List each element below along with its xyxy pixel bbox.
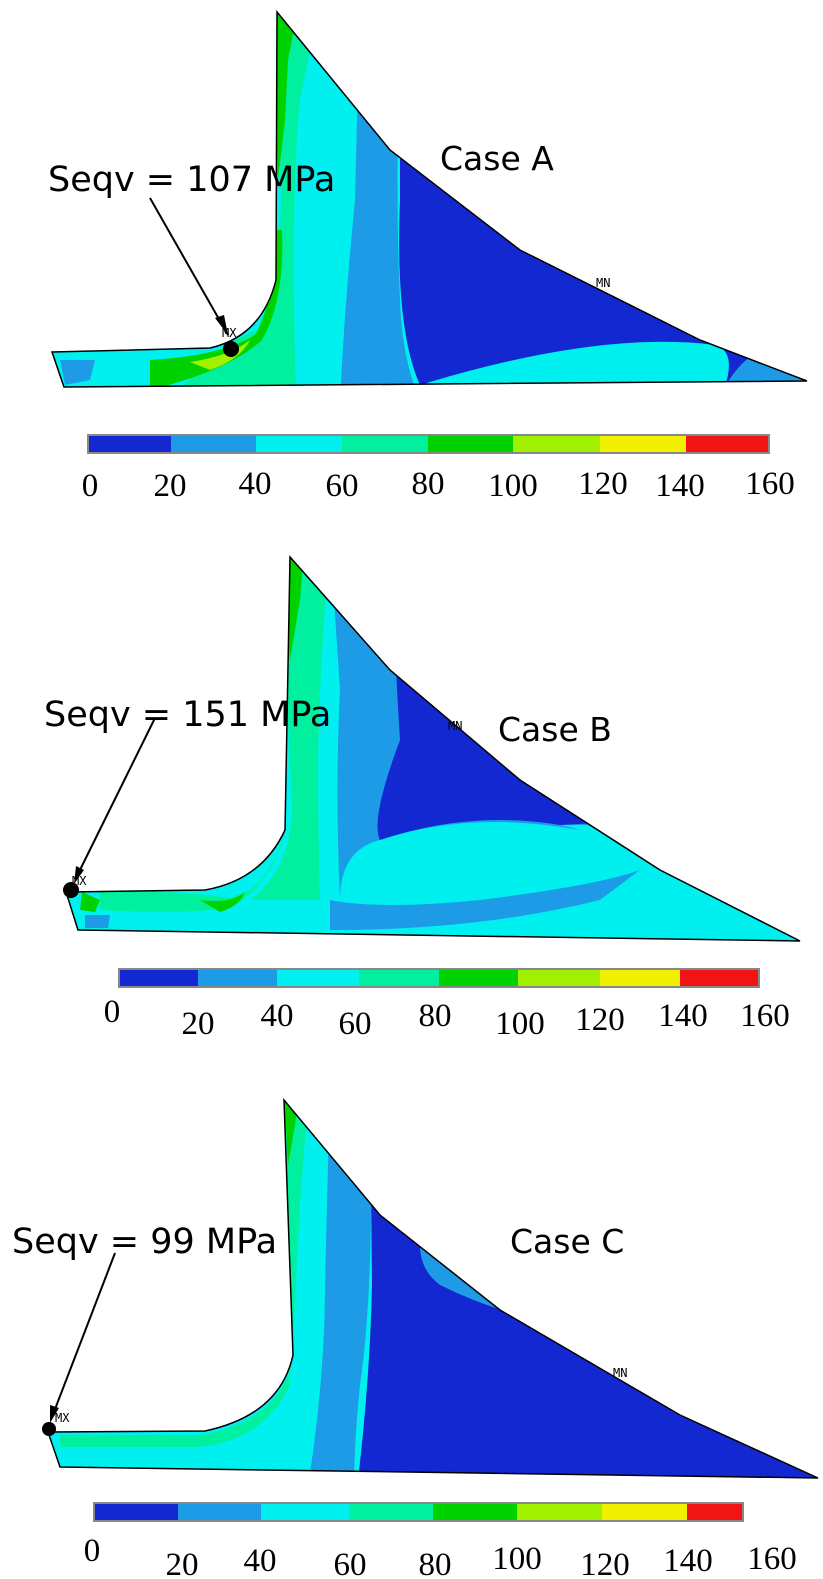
scale-band-0-20 <box>95 1504 178 1520</box>
scale-band-120-140 <box>602 1504 687 1520</box>
scale-tick-80: 80 <box>412 466 445 502</box>
seqv-label-case-b: Seqv = 151 MPa <box>44 695 331 735</box>
scale-band-0-20 <box>120 970 198 986</box>
scale-band-100-120 <box>517 1504 602 1520</box>
seqv-label-case-c: Seqv = 99 MPa <box>12 1222 277 1262</box>
max-stress-arrow-case-a <box>149 197 229 336</box>
part-outline-case-c <box>46 1097 819 1479</box>
scale-tick-20: 20 <box>166 1547 199 1579</box>
scale-tick-60: 60 <box>326 468 359 504</box>
panel-case-c: MX MN Seqv = 99 MPa Case C 0 20 40 60 80… <box>0 1085 823 1579</box>
scale-tick-60: 60 <box>339 1006 372 1042</box>
scale-band-40-60 <box>256 436 342 452</box>
scale-band-20-40 <box>198 970 277 986</box>
min-marker-case-b: MN <box>448 719 462 733</box>
min-marker-case-a: MN <box>596 276 610 290</box>
max-stress-arrow-case-b <box>75 717 156 879</box>
scale-band-40-60 <box>277 970 359 986</box>
scale-band-60-80 <box>342 436 428 452</box>
max-stress-arrow-case-c <box>51 1252 116 1418</box>
max-marker-case-a: MX <box>222 326 237 340</box>
scale-band-120-140 <box>600 970 680 986</box>
scale-band-60-80 <box>359 970 439 986</box>
scale-tick-0: 0 <box>82 468 99 504</box>
scale-band-80-100 <box>433 1504 517 1520</box>
scale-tick-60: 60 <box>334 1547 367 1579</box>
color-scale-case-a <box>87 434 770 454</box>
arrow-head-case-b <box>74 866 84 884</box>
scale-tick-100: 100 <box>495 1006 545 1042</box>
scale-band-80-100 <box>428 436 513 452</box>
scale-tick-140: 140 <box>658 998 708 1034</box>
scale-tick-140: 140 <box>663 1543 713 1579</box>
case-label-b: Case B <box>498 710 612 749</box>
arrow-head-case-a <box>215 315 228 335</box>
scale-tick-160: 160 <box>747 1541 797 1577</box>
scale-band-120-140 <box>600 436 686 452</box>
scale-band-20-40 <box>171 436 256 452</box>
scale-band-140-160 <box>687 1504 742 1520</box>
max-stress-dot-case-a <box>223 341 239 357</box>
scale-tick-140: 140 <box>655 468 705 504</box>
part-outline-case-b <box>64 555 801 942</box>
scale-tick-160: 160 <box>745 466 795 502</box>
part-outline-case-a <box>50 9 808 388</box>
scale-band-100-120 <box>518 970 600 986</box>
scale-tick-20: 20 <box>154 468 187 504</box>
scale-tick-0: 0 <box>104 994 121 1030</box>
scale-band-20-40 <box>178 1504 261 1520</box>
scale-tick-120: 120 <box>575 1002 625 1038</box>
panel-case-a: MX MN Seqv = 107 MPa Case A 0 20 40 60 8… <box>0 0 823 520</box>
scale-tick-40: 40 <box>244 1543 277 1579</box>
contour-plot-case-a: MX MN Seqv = 107 MPa Case A 0 20 40 60 8… <box>48 9 808 504</box>
scale-band-40-60 <box>261 1504 349 1520</box>
panel-case-b: MX MN Seqv = 151 MPa Case B 0 20 40 60 8… <box>0 540 823 1060</box>
max-marker-case-c: MX <box>55 1411 70 1425</box>
max-stress-dot-case-c <box>42 1422 56 1436</box>
scale-band-100-120 <box>513 436 600 452</box>
scale-tick-20: 20 <box>182 1006 215 1042</box>
color-scale-case-b <box>118 968 760 988</box>
seqv-label-case-a: Seqv = 107 MPa <box>48 160 335 200</box>
max-marker-case-b: MX <box>72 874 87 888</box>
color-scale-case-c <box>93 1502 744 1522</box>
scale-tick-160: 160 <box>740 998 790 1034</box>
max-stress-dot-case-b <box>63 882 79 898</box>
case-label-c: Case C <box>510 1222 624 1261</box>
arrow-head-case-c <box>50 1405 59 1423</box>
scale-tick-120: 120 <box>578 466 628 502</box>
scale-tick-0: 0 <box>84 1533 101 1569</box>
scale-band-140-160 <box>680 970 758 986</box>
scale-band-0-20 <box>89 436 171 452</box>
contour-plot-case-c: MX MN Seqv = 99 MPa Case C 0 20 40 60 80… <box>12 1097 819 1579</box>
min-marker-case-c: MN <box>613 1366 627 1380</box>
contour-plot-case-b: MX MN Seqv = 151 MPa Case B 0 20 40 60 8… <box>44 555 801 1042</box>
scale-tick-40: 40 <box>239 466 272 502</box>
scale-band-80-100 <box>439 970 518 986</box>
scale-tick-120: 120 <box>580 1547 630 1579</box>
case-label-a: Case A <box>440 139 554 178</box>
scale-tick-40: 40 <box>261 998 294 1034</box>
scale-band-60-80 <box>349 1504 433 1520</box>
scale-band-140-160 <box>686 436 768 452</box>
scale-tick-100: 100 <box>488 468 538 504</box>
scale-tick-80: 80 <box>419 998 452 1034</box>
scale-tick-80: 80 <box>419 1547 452 1579</box>
scale-tick-100: 100 <box>492 1541 542 1577</box>
